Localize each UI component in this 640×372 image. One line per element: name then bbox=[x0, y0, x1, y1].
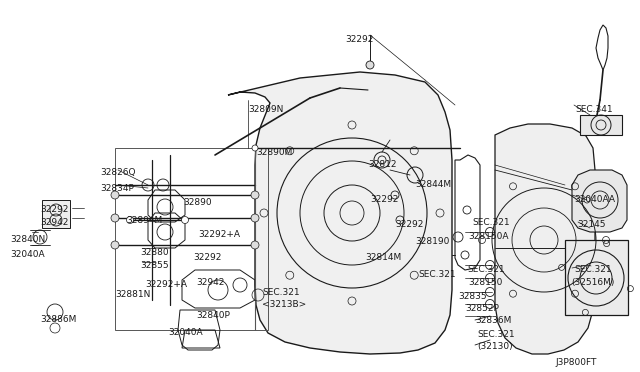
Polygon shape bbox=[228, 72, 452, 354]
Polygon shape bbox=[42, 200, 70, 228]
Text: 32835: 32835 bbox=[458, 292, 486, 301]
Text: 32292: 32292 bbox=[193, 253, 221, 262]
Text: 32040A: 32040A bbox=[10, 250, 45, 259]
Text: SEC.321: SEC.321 bbox=[418, 270, 456, 279]
Text: 32886M: 32886M bbox=[40, 315, 76, 324]
Circle shape bbox=[251, 191, 259, 199]
Text: 32834P: 32834P bbox=[100, 184, 134, 193]
Circle shape bbox=[182, 217, 189, 224]
Text: 32809N: 32809N bbox=[248, 105, 284, 114]
Text: 328150A: 328150A bbox=[468, 232, 509, 241]
Text: 32292: 32292 bbox=[395, 220, 424, 229]
Text: SEC.321: SEC.321 bbox=[574, 265, 612, 274]
Text: SEC.341: SEC.341 bbox=[575, 105, 612, 114]
Text: 32292+A: 32292+A bbox=[198, 230, 240, 239]
Text: 32840N: 32840N bbox=[10, 235, 45, 244]
Text: J3P800FT: J3P800FT bbox=[555, 358, 596, 367]
Text: 32840P: 32840P bbox=[196, 311, 230, 320]
Polygon shape bbox=[572, 170, 627, 232]
Text: SEC.321: SEC.321 bbox=[467, 265, 504, 274]
Circle shape bbox=[251, 241, 259, 249]
Text: 32040A: 32040A bbox=[168, 328, 203, 337]
Text: 32814M: 32814M bbox=[365, 253, 401, 262]
Circle shape bbox=[111, 241, 119, 249]
Text: 32826Q: 32826Q bbox=[100, 168, 136, 177]
Circle shape bbox=[127, 217, 134, 224]
Text: 32292: 32292 bbox=[370, 195, 398, 204]
Circle shape bbox=[111, 214, 119, 222]
Text: (32130): (32130) bbox=[477, 342, 513, 351]
Text: 32145: 32145 bbox=[577, 220, 605, 229]
Text: 32880: 32880 bbox=[140, 248, 168, 257]
Circle shape bbox=[251, 214, 259, 222]
Text: 328150: 328150 bbox=[468, 278, 502, 287]
Text: SEC.321: SEC.321 bbox=[472, 218, 509, 227]
Polygon shape bbox=[565, 240, 628, 315]
Text: 32942: 32942 bbox=[196, 278, 225, 287]
Text: <3213B>: <3213B> bbox=[262, 300, 307, 309]
Text: 32292+A: 32292+A bbox=[145, 280, 187, 289]
Circle shape bbox=[252, 145, 258, 151]
Text: 32852P: 32852P bbox=[465, 304, 499, 313]
Text: SEC.321: SEC.321 bbox=[262, 288, 300, 297]
Text: SEC.321: SEC.321 bbox=[477, 330, 515, 339]
Circle shape bbox=[111, 191, 119, 199]
Circle shape bbox=[366, 61, 374, 69]
Text: (32516M): (32516M) bbox=[571, 278, 614, 287]
Text: 32881N: 32881N bbox=[115, 290, 150, 299]
Text: 32942: 32942 bbox=[40, 218, 68, 227]
Polygon shape bbox=[495, 124, 595, 354]
Text: 32812: 32812 bbox=[368, 160, 397, 169]
Text: 32836M: 32836M bbox=[475, 316, 511, 325]
Text: 32894M: 32894M bbox=[126, 216, 163, 225]
Text: 32855: 32855 bbox=[140, 261, 168, 270]
Text: 32040AA: 32040AA bbox=[574, 195, 615, 204]
Text: 328190: 328190 bbox=[415, 237, 449, 246]
Text: 32292: 32292 bbox=[40, 205, 68, 214]
Text: 32292: 32292 bbox=[345, 35, 373, 44]
Text: 32890M: 32890M bbox=[256, 148, 292, 157]
Text: 32844M: 32844M bbox=[415, 180, 451, 189]
Polygon shape bbox=[580, 115, 622, 135]
Text: 32890: 32890 bbox=[183, 198, 212, 207]
